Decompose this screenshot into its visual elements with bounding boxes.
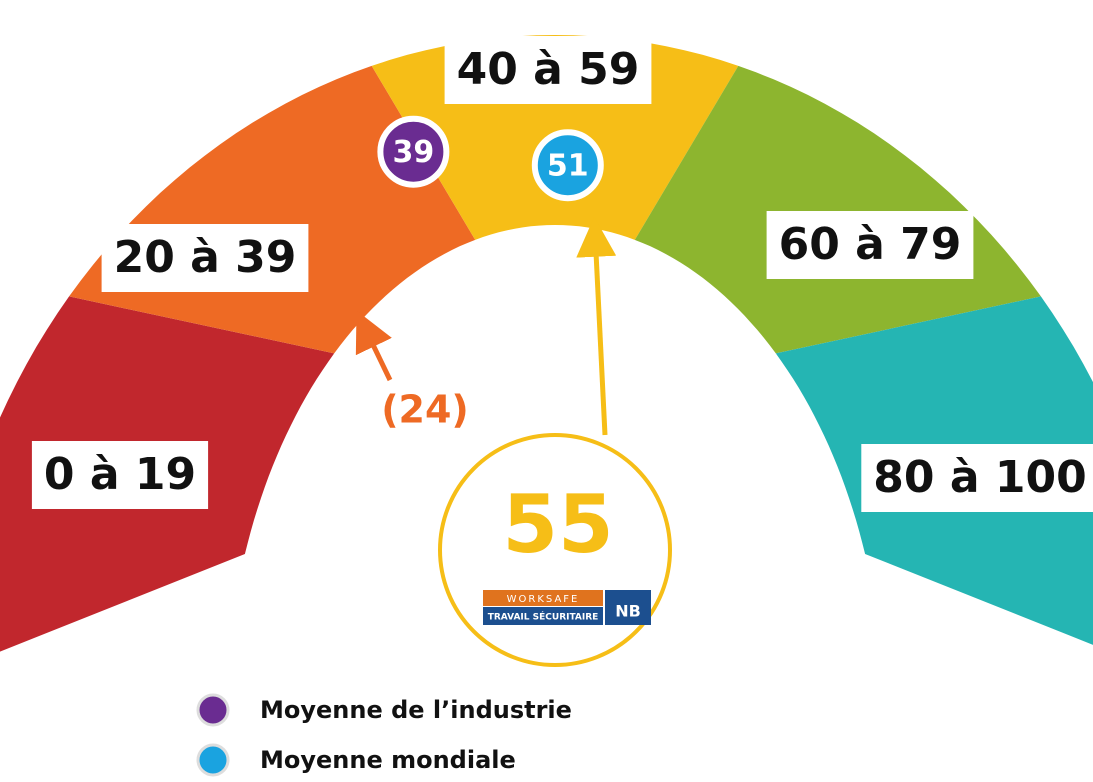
segment-label: 20 à 39 <box>114 232 297 283</box>
previous-arrow <box>355 310 393 382</box>
legend-dot <box>196 743 230 777</box>
segment-label-box <box>31 441 209 509</box>
logo-top <box>483 590 603 606</box>
logo-bottom <box>483 607 603 625</box>
segment-label: 60 à 79 <box>779 219 962 270</box>
logo-badge-text: NB <box>615 602 641 621</box>
segment-label-box <box>766 211 974 279</box>
logo-badge <box>605 590 651 625</box>
segment-label: 40 à 59 <box>457 44 640 95</box>
legend-label: Moyenne de l’industrie <box>260 696 572 724</box>
marker-value: 39 <box>393 135 435 170</box>
segment-label-box <box>444 36 652 104</box>
legend-label: Moyenne mondiale <box>260 746 516 774</box>
logo-line2: TRAVAIL SÉCURITAIRE <box>488 611 599 623</box>
gauge-segment <box>634 65 1041 354</box>
segment-label: 0 à 19 <box>44 449 196 500</box>
marker-value: 51 <box>547 149 589 184</box>
segment-label-box <box>861 444 1093 512</box>
logo-line1: WORKSAFE <box>507 594 580 605</box>
previous-value: (24) <box>381 388 469 432</box>
marker-industry <box>377 115 450 188</box>
segment-label: 80 à 100 <box>873 452 1086 503</box>
score-arrow <box>576 216 617 436</box>
segment-label-box <box>101 224 309 292</box>
score-value: 55 <box>502 478 613 571</box>
marker-world <box>531 129 604 202</box>
legend-dot <box>196 693 230 727</box>
